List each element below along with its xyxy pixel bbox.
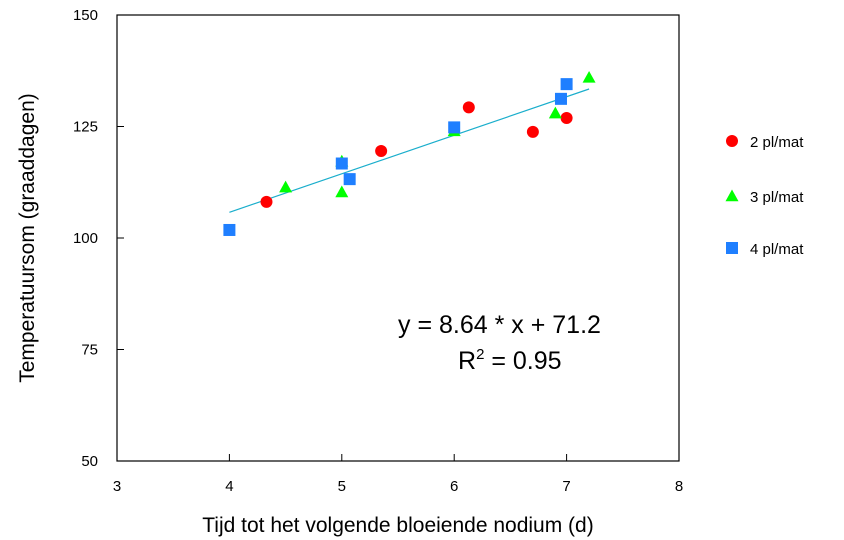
data-point-triangle [279,180,293,193]
data-point-circle [375,145,388,158]
x-tick-label: 4 [225,478,233,495]
data-point-square [560,78,573,91]
data-point-square [223,223,236,236]
legend-marker-triangle [725,189,739,202]
r-squared-label: R2 = 0.95 [458,346,562,375]
data-point-square [554,92,567,105]
legend-marker-circle [726,135,738,147]
axis-ticks: 3 4 5 6 7 8 50 75 100 125 150 [73,7,683,495]
data-point-square [343,173,356,186]
data-point-circle [560,112,573,125]
y-tick-label: 125 [73,119,98,136]
x-tick-label: 5 [338,478,346,495]
data-point-triangle [548,106,562,119]
x-tick-label: 6 [450,478,458,495]
legend: 2 pl/mat 3 pl/mat 4 pl/mat [725,134,804,258]
r-squared-value: = 0.95 [484,347,561,375]
x-tick-label: 7 [562,478,570,495]
data-point-circle [260,195,273,208]
y-tick-label: 50 [81,453,98,470]
x-tick-label: 3 [113,478,121,495]
legend-label: 2 pl/mat [750,134,804,151]
r-squared-exponent: 2 [476,346,484,363]
data-point-triangle [335,185,349,198]
data-point-square [335,157,348,170]
regression-line [229,88,590,213]
data-point-circle [526,125,539,138]
y-tick-label: 150 [73,7,98,24]
x-axis-title: Tijd tot het volgende bloeiende nodium (… [202,514,593,537]
y-tick-label: 75 [81,342,98,359]
regression-line-group [229,88,590,213]
y-axis-title: Temperatuursom (graaddagen) [16,93,39,383]
data-point-circle [462,101,475,114]
data-point-square [448,121,461,134]
regression-equation: y = 8.64 * x + 71.2 [398,311,601,339]
data-points [223,70,596,236]
x-tick-label: 8 [675,478,683,495]
data-point-triangle [582,70,596,83]
legend-label: 3 pl/mat [750,189,804,206]
y-tick-label: 100 [73,230,98,247]
legend-marker-square [726,242,738,254]
legend-label: 4 pl/mat [750,241,804,258]
r-squared-base: R [458,347,476,375]
